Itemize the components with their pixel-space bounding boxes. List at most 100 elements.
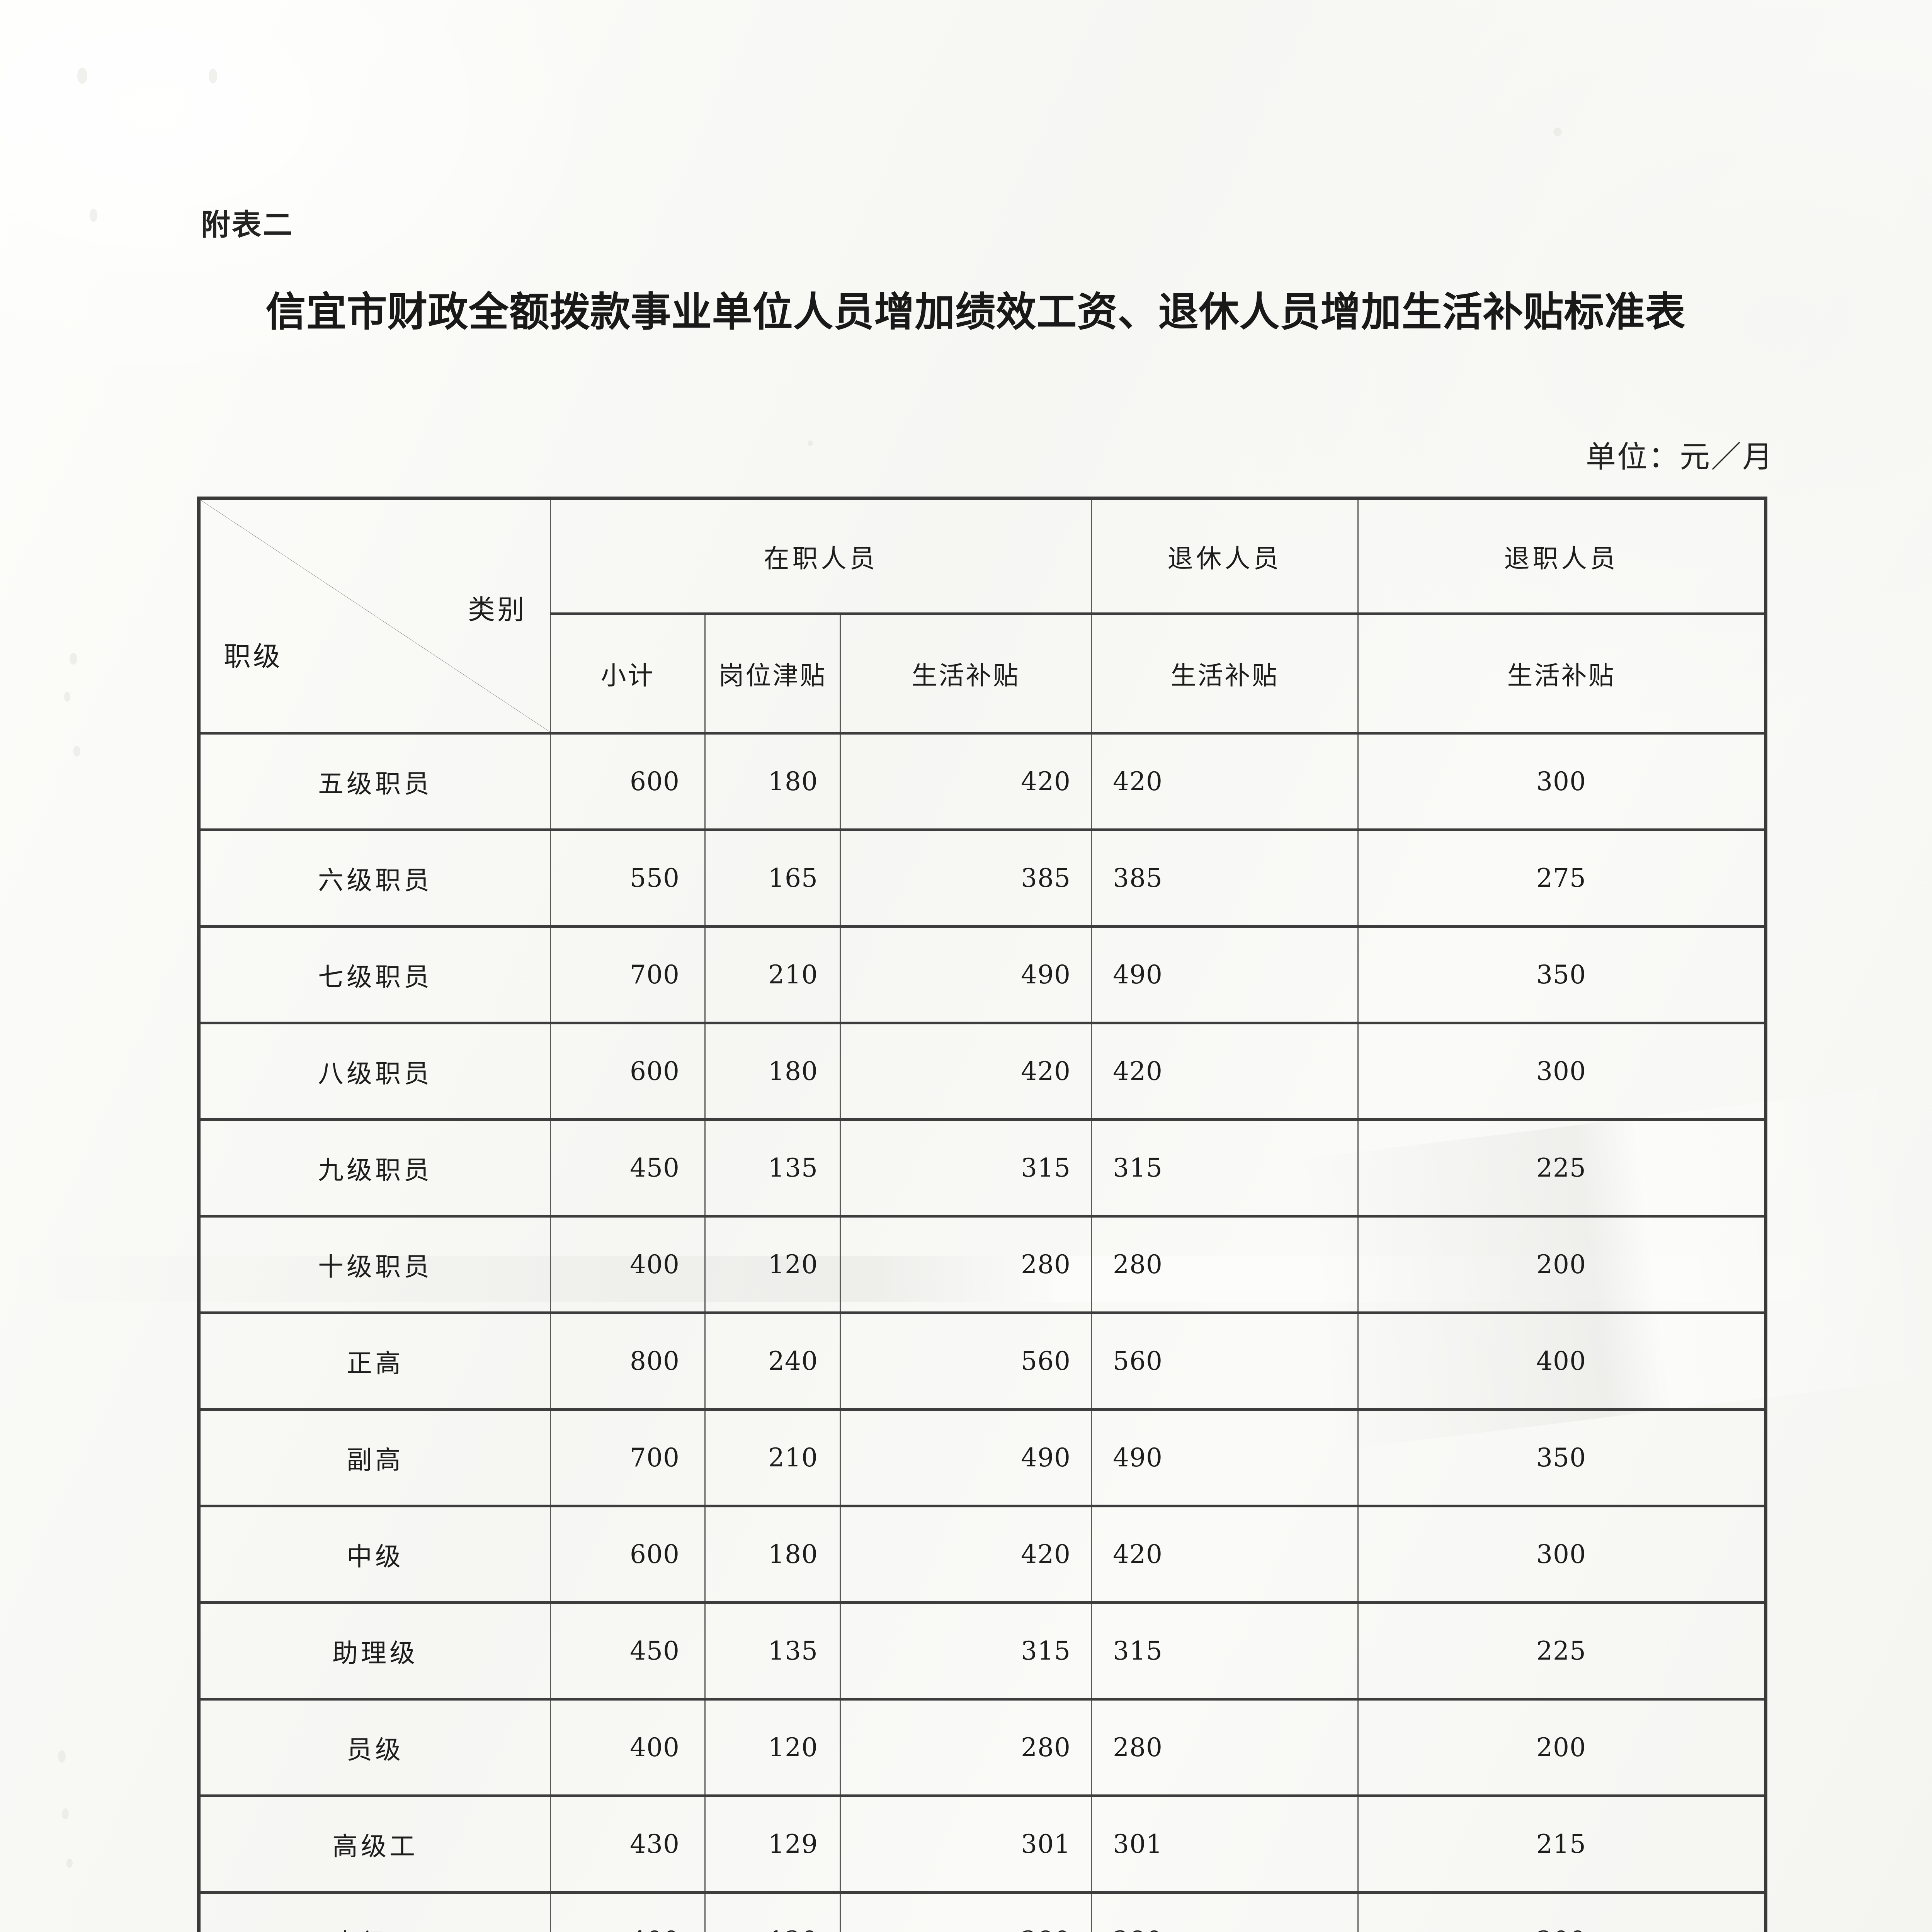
- cell-value: 420: [1091, 1505, 1359, 1604]
- row-label: 正高: [198, 1311, 551, 1411]
- cell-value: 490: [839, 925, 1092, 1024]
- cell-value: 600: [550, 732, 706, 831]
- cell-value: 430: [550, 1794, 706, 1894]
- cell-value: 490: [1091, 925, 1359, 1024]
- group-header-retired-staff: 退休人员: [1091, 497, 1359, 616]
- cell-value: 420: [839, 1505, 1092, 1604]
- row-label: 七级职员: [198, 925, 551, 1024]
- cell-value: 135: [704, 1601, 841, 1701]
- cell-value: 350: [1357, 1408, 1767, 1507]
- row-label: 十级职员: [198, 1215, 551, 1314]
- cell-value: 420: [1091, 732, 1359, 831]
- cell-value: 240: [704, 1311, 841, 1411]
- cell-value: 180: [704, 1022, 841, 1121]
- cell-value: 315: [839, 1118, 1092, 1218]
- corner-axis-cell: 职级 类别: [198, 497, 551, 735]
- cell-value: 215: [1357, 1794, 1767, 1894]
- cell-value: 490: [1091, 1408, 1359, 1507]
- sub-header-subtotal: 小计: [550, 612, 706, 735]
- header-group-row: 职级 类别 在职人员 退休人员 退职人员: [198, 497, 1767, 735]
- cell-value: 280: [839, 1698, 1092, 1797]
- cell-value: 200: [1357, 1215, 1767, 1314]
- cell-value: 450: [550, 1118, 706, 1218]
- cell-value: 225: [1357, 1118, 1767, 1218]
- cell-value: 550: [550, 828, 706, 928]
- corner-col-axis-label: 类别: [468, 594, 527, 626]
- header-sub-row: 小计 岗位津贴 生活补贴 生活补贴 生活补贴: [199, 612, 1767, 735]
- salary-standard-table: 职级 类别 在职人员 退休人员 退职人员 小计 岗位津贴 生活补贴 生活补贴 生…: [197, 497, 1768, 1932]
- cell-value: 400: [550, 1215, 706, 1314]
- table-row: 八级职员 600 180 420 420 300: [198, 1022, 1767, 1121]
- table-row: 员级 400 120 280 280 200: [198, 1698, 1767, 1797]
- salary-standard-table-wrapper: 职级 类别 在职人员 退休人员 退职人员 小计 岗位津贴 生活补贴 生活补贴 生…: [197, 497, 1768, 1932]
- attachment-label: 附表二: [201, 207, 294, 242]
- cell-value: 280: [1091, 1215, 1359, 1314]
- sub-header-living-allowance-resigned: 生活补贴: [1357, 612, 1767, 735]
- table-row: 十级职员 400 120 280 280 200: [198, 1215, 1767, 1314]
- unit-label: 单位：元／月: [1585, 440, 1774, 474]
- cell-value: 301: [1091, 1794, 1359, 1894]
- sub-header-living-allowance-active: 生活补贴: [839, 612, 1092, 735]
- cell-value: 165: [704, 828, 841, 928]
- table-row: 七级职员 700 210 490 490 350: [198, 925, 1767, 1024]
- cell-value: 315: [839, 1601, 1092, 1701]
- cell-value: 600: [550, 1505, 706, 1604]
- cell-value: 800: [550, 1311, 706, 1411]
- table-row: 五级职员 600 180 420 420 300: [198, 732, 1767, 831]
- cell-value: 200: [1357, 1698, 1767, 1797]
- cell-value: 300: [1357, 1505, 1767, 1604]
- table-row: 六级职员 550 165 385 385 275: [198, 828, 1767, 928]
- cell-value: 120: [704, 1698, 841, 1797]
- cell-value: 280: [1091, 1698, 1359, 1797]
- cell-value: 120: [704, 1215, 841, 1314]
- row-label: 九级职员: [198, 1118, 551, 1218]
- cell-value: 400: [550, 1891, 706, 1932]
- table-body: 五级职员 600 180 420 420 300 六级职员 550 165 385 385 275 七级…: [198, 732, 1767, 1932]
- cell-value: 420: [1091, 1022, 1359, 1121]
- cell-value: 275: [1357, 828, 1767, 928]
- cell-value: 280: [1091, 1891, 1359, 1932]
- sub-header-living-allowance-retired: 生活补贴: [1091, 612, 1359, 735]
- group-header-resigned-staff: 退职人员: [1357, 497, 1767, 616]
- cell-value: 135: [704, 1118, 841, 1218]
- table-row: 高级工 430 129 301 301 215: [198, 1794, 1767, 1894]
- row-label: 员级: [198, 1698, 551, 1797]
- cell-value: 560: [839, 1311, 1092, 1411]
- cell-value: 400: [1357, 1311, 1767, 1411]
- table-row: 九级职员 450 135 315 315 225: [198, 1118, 1767, 1218]
- cell-value: 400: [550, 1698, 706, 1797]
- cell-value: 700: [550, 1408, 706, 1507]
- row-label: 八级职员: [198, 1022, 551, 1121]
- cell-value: 600: [550, 1022, 706, 1121]
- corner-row-axis-label: 职级: [224, 641, 282, 672]
- cell-value: 385: [839, 828, 1092, 928]
- cell-value: 385: [1091, 828, 1359, 928]
- cell-value: 450: [550, 1601, 706, 1701]
- row-label: 副高: [198, 1408, 551, 1507]
- cell-value: 210: [704, 925, 841, 1024]
- row-label: 高级工: [198, 1794, 551, 1894]
- row-label: 五级职员: [198, 732, 551, 831]
- cell-value: 200: [1357, 1891, 1767, 1932]
- group-header-active-staff: 在职人员: [549, 497, 1092, 616]
- cell-value: 300: [1357, 732, 1767, 831]
- cell-value: 129: [704, 1794, 841, 1894]
- cell-value: 420: [839, 1022, 1092, 1121]
- table-row: 中级 600 180 420 420 300: [198, 1505, 1767, 1604]
- cell-value: 180: [704, 1505, 841, 1604]
- table-row: 中级工400120280280200: [198, 1891, 1767, 1932]
- row-label: 助理级: [198, 1601, 551, 1701]
- table-row: 正高 800 240 560 560 400: [198, 1311, 1767, 1411]
- cell-value: 301: [839, 1794, 1092, 1894]
- sub-header-post-allowance: 岗位津贴: [704, 612, 841, 735]
- row-label: 六级职员: [198, 828, 551, 928]
- cell-value: 180: [704, 732, 841, 831]
- cell-value: 280: [839, 1891, 1092, 1932]
- table-row: 助理级 450 135 315 315 225: [198, 1601, 1767, 1701]
- cell-value: 225: [1357, 1601, 1767, 1701]
- cell-value: 120: [704, 1891, 841, 1932]
- row-label: 中级: [198, 1505, 551, 1604]
- diagonal-divider-icon: [201, 500, 550, 732]
- cell-value: 210: [704, 1408, 841, 1507]
- cell-value: 315: [1091, 1601, 1359, 1701]
